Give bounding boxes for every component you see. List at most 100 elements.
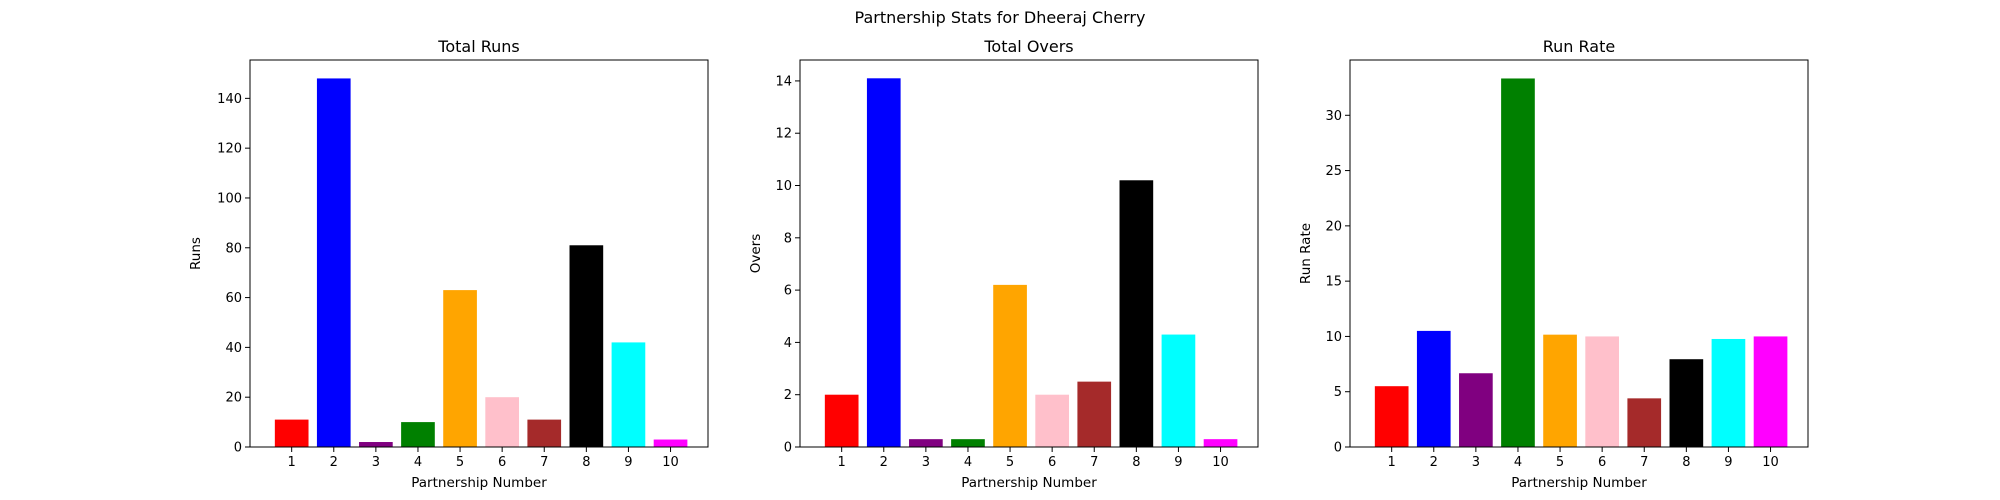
x-tick-label: 9 — [624, 455, 632, 470]
x-tick-label: 5 — [1556, 455, 1564, 470]
bar-2 — [866, 78, 901, 448]
y-tick-label: 4 — [784, 336, 792, 351]
x-tick-label: 4 — [964, 455, 972, 470]
axes-frame — [249, 59, 709, 448]
x-axis-label: Partnership Number — [411, 475, 547, 491]
bar-7 — [1077, 381, 1112, 447]
x-tick-label: 10 — [1762, 455, 1779, 470]
subplot-title: Total Runs — [437, 37, 519, 56]
x-axis-label: Partnership Number — [961, 475, 1097, 491]
x-tick-label: 6 — [1048, 455, 1056, 470]
bar-4 — [401, 422, 435, 447]
x-tick-label: 1 — [838, 455, 846, 470]
x-tick-label: 8 — [1682, 455, 1690, 470]
bar-1 — [1374, 386, 1409, 447]
bar-1 — [274, 419, 309, 447]
bar-8 — [1669, 359, 1704, 447]
y-tick-label: 10 — [1325, 330, 1342, 345]
bar-2 — [1416, 330, 1451, 447]
figure-suptitle: Partnership Stats for Dheeraj Cherry — [855, 8, 1146, 27]
x-tick-label: 8 — [582, 455, 590, 470]
bar-8 — [1119, 180, 1154, 447]
x-axis-label: Partnership Number — [1511, 475, 1647, 491]
bar-4 — [1501, 78, 1535, 447]
y-tick-label: 12 — [775, 127, 792, 142]
y-tick-label: 140 — [217, 92, 242, 107]
y-tick-label: 0 — [1334, 441, 1342, 456]
y-tick-label: 25 — [1325, 164, 1342, 179]
y-tick-label: 10 — [775, 179, 792, 194]
x-tick-label: 3 — [922, 455, 930, 470]
bar-3 — [1459, 373, 1493, 447]
y-tick-label: 30 — [1325, 109, 1342, 124]
y-tick-label: 6 — [784, 284, 792, 299]
bar-9 — [611, 342, 646, 447]
bar-10 — [653, 439, 688, 447]
bar-4 — [951, 439, 985, 447]
bar-7 — [1627, 398, 1662, 447]
y-tick-label: 60 — [225, 291, 242, 306]
y-axis-label: Run Rate — [1298, 223, 1314, 284]
subplot-title: Run Rate — [1543, 37, 1615, 56]
y-tick-label: 0 — [784, 441, 792, 456]
y-tick-label: 14 — [775, 74, 792, 89]
x-tick-label: 2 — [880, 455, 888, 470]
axes-frame — [799, 59, 1259, 448]
bar-9 — [1711, 338, 1746, 447]
subplot-title: Total Overs — [983, 37, 1073, 56]
bar-1 — [824, 394, 859, 447]
y-tick-label: 80 — [225, 241, 242, 256]
y-tick-label: 0 — [234, 441, 242, 456]
bar-6 — [1035, 394, 1069, 447]
y-tick-label: 120 — [217, 142, 242, 157]
bar-5 — [1543, 334, 1577, 447]
bar-5 — [993, 284, 1027, 447]
x-tick-label: 10 — [662, 455, 679, 470]
x-tick-label: 5 — [456, 455, 464, 470]
x-tick-label: 3 — [1472, 455, 1480, 470]
y-tick-label: 100 — [217, 191, 242, 206]
x-tick-label: 7 — [1090, 455, 1098, 470]
x-tick-label: 7 — [1640, 455, 1648, 470]
y-tick-label: 20 — [225, 391, 242, 406]
x-tick-label: 6 — [1598, 455, 1606, 470]
bar-6 — [1585, 336, 1619, 447]
y-tick-label: 20 — [1325, 219, 1342, 234]
bar-7 — [527, 419, 562, 447]
bar-8 — [569, 245, 604, 447]
y-tick-label: 2 — [784, 388, 792, 403]
x-tick-label: 4 — [414, 455, 422, 470]
y-axis-label: Runs — [188, 237, 204, 270]
x-tick-label: 5 — [1006, 455, 1014, 470]
x-tick-label: 2 — [330, 455, 338, 470]
bar-2 — [316, 78, 351, 448]
bar-5 — [443, 290, 477, 447]
y-tick-label: 40 — [225, 341, 242, 356]
x-tick-label: 1 — [1388, 455, 1396, 470]
axes-frame — [1349, 59, 1809, 448]
x-tick-label: 1 — [288, 455, 296, 470]
x-tick-label: 4 — [1514, 455, 1522, 470]
bar-6 — [485, 397, 519, 447]
bar-3 — [909, 439, 943, 447]
bar-9 — [1161, 334, 1196, 447]
x-tick-label: 2 — [1430, 455, 1438, 470]
bar-3 — [359, 442, 393, 447]
bar-10 — [1203, 439, 1238, 447]
y-tick-label: 15 — [1325, 275, 1342, 290]
subplot-3: 1 2 3 4 5 6 7 8 9 10 0 5 10 15 20 25 30 Run Rate Partnersh… — [1298, 37, 1809, 491]
x-tick-label: 6 — [498, 455, 506, 470]
y-tick-label: 5 — [1334, 385, 1342, 400]
x-tick-label: 3 — [372, 455, 380, 470]
x-tick-label: 9 — [1724, 455, 1732, 470]
x-tick-label: 9 — [1174, 455, 1182, 470]
bar-10 — [1753, 336, 1788, 447]
x-tick-label: 7 — [540, 455, 548, 470]
y-axis-label: Overs — [748, 234, 764, 274]
x-tick-label: 10 — [1212, 455, 1229, 470]
x-tick-label: 8 — [1132, 455, 1140, 470]
y-tick-label: 8 — [784, 231, 792, 246]
